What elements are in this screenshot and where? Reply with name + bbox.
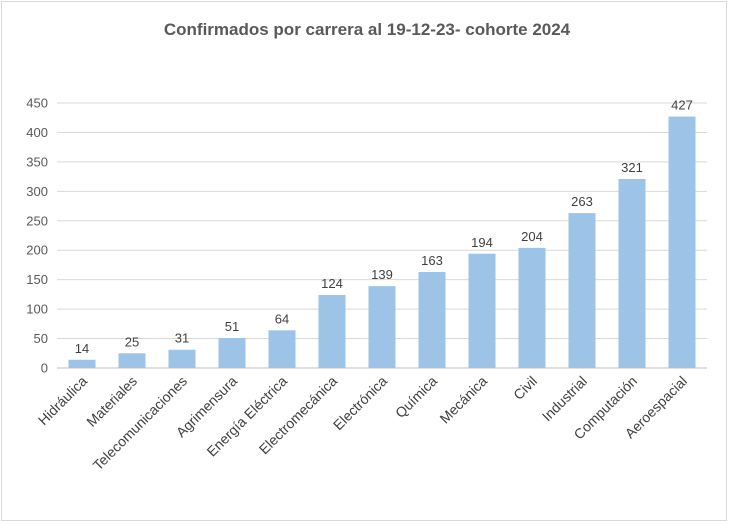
bar (268, 330, 296, 368)
x-axis-categories: HidráulicaMaterialesTelecomunicacionesAg… (35, 373, 690, 474)
gridlines (57, 102, 707, 369)
category-label: Telecomunicaciones (90, 373, 190, 473)
bar (368, 286, 396, 368)
y-tick-label: 400 (26, 125, 48, 140)
data-label: 139 (371, 267, 393, 282)
bar (218, 337, 246, 368)
y-tick-label: 450 (26, 96, 48, 111)
data-label: 321 (621, 160, 643, 175)
bar (68, 359, 96, 368)
category-label: Industrial (539, 373, 590, 424)
bar (668, 116, 696, 369)
y-tick-label: 0 (41, 361, 48, 376)
data-label: 263 (571, 194, 593, 209)
category-label: Hidráulica (35, 373, 90, 428)
category-label: Química (392, 373, 440, 421)
bar (468, 253, 496, 368)
y-tick-label: 100 (26, 302, 48, 317)
bar (118, 353, 146, 368)
data-label: 163 (421, 253, 443, 268)
data-label: 194 (471, 235, 493, 250)
data-label: 427 (671, 98, 693, 113)
bar (568, 213, 596, 368)
data-label: 14 (75, 341, 89, 356)
y-tick-label: 300 (26, 184, 48, 199)
data-label: 124 (321, 276, 343, 291)
y-axis-ticks: 0 50 100 150 200 250 300 350 400 450 (26, 96, 48, 376)
data-label: 51 (225, 319, 239, 334)
category-label: Mecánica (436, 373, 490, 427)
y-tick-label: 50 (34, 331, 48, 346)
bar (618, 178, 646, 368)
y-tick-label: 250 (26, 213, 48, 228)
bars (68, 116, 696, 369)
category-label: Civil (510, 373, 540, 403)
bar (318, 294, 346, 368)
chart-title: Confirmados por carrera al 19-12-23- coh… (164, 20, 571, 39)
data-labels: 14 25 31 51 64 124 139 163 194 204 263 321 427 (75, 98, 693, 356)
y-tick-label: 150 (26, 272, 48, 287)
data-label: 25 (125, 334, 139, 349)
y-tick-label: 350 (26, 154, 48, 169)
category-label: Electrónica (330, 373, 390, 433)
bar (518, 247, 546, 368)
y-tick-label: 200 (26, 243, 48, 258)
data-label: 64 (275, 311, 289, 326)
data-label: 31 (175, 331, 189, 346)
bar (418, 272, 446, 368)
bar (168, 349, 196, 368)
data-label: 204 (521, 229, 543, 244)
